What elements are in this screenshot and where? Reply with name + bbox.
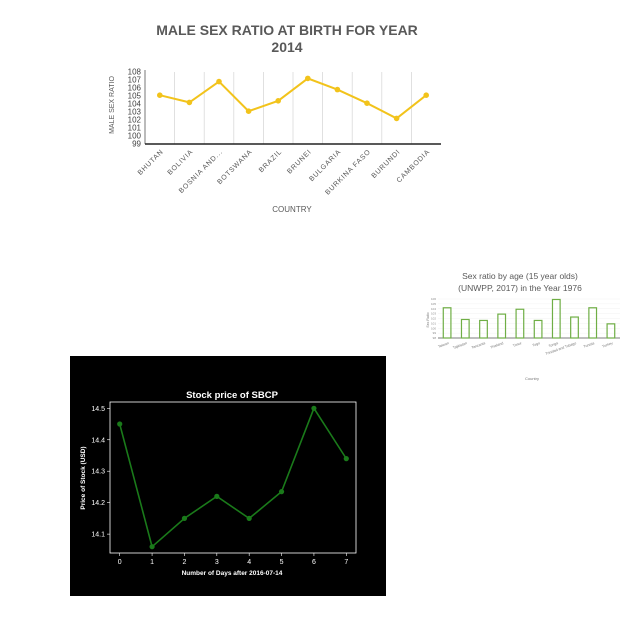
chart2-bar <box>479 319 488 339</box>
chart3-plot-frame <box>109 401 357 554</box>
chart2-title-line1: Sex ratio by age (15 year olds) <box>462 271 578 281</box>
chart3-x-tick-label: 5 <box>280 559 284 566</box>
chart3-x-tick-label: 3 <box>215 559 219 566</box>
chart1-series-line <box>159 77 427 120</box>
chart2-bar <box>497 313 507 339</box>
chart2-y-axis-label: Sex Ratio <box>426 312 430 327</box>
chart1-y-tick-label: 101 <box>128 124 142 133</box>
chart3-data-point <box>149 544 155 550</box>
chart1-title-line2: 2014 <box>271 39 302 55</box>
chart3-y-tick-label: 14.5 <box>91 406 105 413</box>
chart2-y-tick-label: 104 <box>431 307 436 311</box>
chart1-y-tick-label: 104 <box>128 100 142 109</box>
chart2-x-tick-label: Timor <box>512 341 523 348</box>
chart3-x-tick-label: 0 <box>118 559 122 566</box>
chart3-x-tick-label: 7 <box>344 559 348 566</box>
chart2-x-tick-label: Tonga <box>548 341 559 348</box>
sex-ratio-2014-svg: MALE SEX RATIO AT BIRTH FOR YEAR 2014 CO… <box>109 22 441 214</box>
chart1-y-tick-label: 99 <box>132 140 141 149</box>
chart3-data-point <box>214 493 220 499</box>
chart1-data-point <box>186 99 193 106</box>
chart1-data-point <box>334 86 341 93</box>
chart1-data-point <box>157 92 163 98</box>
chart2-y-tick-label: 105 <box>431 302 436 306</box>
chart2-y-tick-label: 101 <box>431 321 436 325</box>
chart3-x-tick-label: 4 <box>247 559 251 566</box>
chart3-data-point <box>311 405 317 411</box>
chart1-data-point <box>364 100 370 106</box>
chart2-y-tick-label: 102 <box>431 317 436 321</box>
chart1-data-point <box>275 98 281 104</box>
chart2-x-tick-label: Tunisia <box>583 341 595 349</box>
chart3-data-point <box>246 515 252 521</box>
chart1-x-tick-label: BURUNDI <box>371 148 402 179</box>
chart3-y-tick-label: 14.1 <box>91 532 105 539</box>
chart1-data-point <box>216 78 222 85</box>
chart1-y-tick-label: 107 <box>128 76 142 85</box>
chart1-x-tick-label: BRAZIL <box>258 148 284 174</box>
chart3-data-point <box>181 515 188 521</box>
stock-price-svg: Stock price of SBCP Number of Days after… <box>80 390 357 577</box>
chart2-bar <box>442 307 452 339</box>
chart1-data-point <box>393 115 400 122</box>
chart2-y-tick-label: 99 <box>433 331 437 335</box>
chart3-y-tick-label: 14.2 <box>91 500 105 507</box>
chart2-bar <box>588 307 598 339</box>
chart1-y-tick-label: 102 <box>128 116 142 125</box>
chart2-y-tick-label: 106 <box>431 297 436 301</box>
chart2-x-tick-label: Tajikistan <box>452 341 467 350</box>
chart3-data-point <box>117 421 123 427</box>
sex-ratio-2014-chart: MALE SEX RATIO AT BIRTH FOR YEAR 2014 CO… <box>95 0 455 225</box>
chart1-title-line1: MALE SEX RATIO AT BIRTH FOR YEAR <box>156 22 418 38</box>
chart1-y-axis-label: MALE SEX RATIO <box>109 76 116 134</box>
chart3-y-tick-label: 14.4 <box>91 437 105 444</box>
chart1-data-point <box>245 108 252 114</box>
chart3-x-tick-label: 6 <box>312 559 316 566</box>
chart2-x-tick-label: Turkey <box>602 341 614 349</box>
chart1-x-axis-label: COUNTRY <box>272 205 312 214</box>
chart1-y-tick-label: 108 <box>128 68 142 77</box>
sex-ratio-1976-chart: Sex ratio by age (15 year olds) (UNWPP, … <box>418 262 628 392</box>
chart2-x-tick-label: Togo <box>532 341 541 347</box>
chart2-bar <box>570 316 579 339</box>
chart3-plot-area: 14.1 14.2 14.3 14.4 14.5 0 1 2 3 4 5 6 7 <box>91 401 357 566</box>
chart2-y-tick-label: 103 <box>431 312 436 316</box>
chart2-y-tick-label: 100 <box>431 326 436 330</box>
chart3-title: Stock price of SBCP <box>186 390 279 401</box>
chart2-bar <box>606 323 616 339</box>
chart1-y-tick-label: 103 <box>128 108 142 117</box>
chart3-series-line <box>118 406 347 549</box>
chart3-y-axis-label: Price of Stock (USD) <box>80 446 87 509</box>
chart1-y-tick-label: 106 <box>128 84 142 93</box>
chart3-x-tick-label: 2 <box>182 559 186 566</box>
chart1-data-point <box>423 92 430 98</box>
chart2-x-tick-label: Thailand <box>490 341 504 349</box>
chart1-data-point <box>305 75 311 82</box>
chart3-x-tick-label: 1 <box>150 559 154 566</box>
chart1-y-tick-label: 105 <box>128 92 142 101</box>
chart2-x-axis-label: Country <box>525 376 539 381</box>
chart1-x-tick-label: BOLIVIA <box>167 148 195 176</box>
chart2-bar <box>460 318 470 339</box>
chart2-bar <box>515 308 525 339</box>
chart1-x-tick-label: BRUNEI <box>286 148 313 175</box>
chart2-title-line2: (UNWPP, 2017) in the Year 1976 <box>458 283 582 293</box>
chart1-y-tick-label: 100 <box>128 132 142 141</box>
chart3-data-point <box>278 489 285 495</box>
chart2-bar <box>551 298 561 339</box>
chart3-x-axis-label: Number of Days after 2016-07-14 <box>182 570 283 577</box>
stock-price-chart: Stock price of SBCP Number of Days after… <box>70 356 386 596</box>
chart3-y-tick-label: 14.3 <box>91 469 105 476</box>
chart2-x-tick-label: Tanzania <box>471 341 486 350</box>
chart3-data-point <box>343 456 349 462</box>
chart1-x-tick-label: BHUTAN <box>137 148 165 176</box>
sex-ratio-1976-svg: Sex ratio by age (15 year olds) (UNWPP, … <box>426 271 620 381</box>
chart2-x-tick-label: Taiwan <box>438 341 450 349</box>
chart2-bar <box>533 319 543 339</box>
chart2-y-tick-label: 98 <box>433 336 437 340</box>
